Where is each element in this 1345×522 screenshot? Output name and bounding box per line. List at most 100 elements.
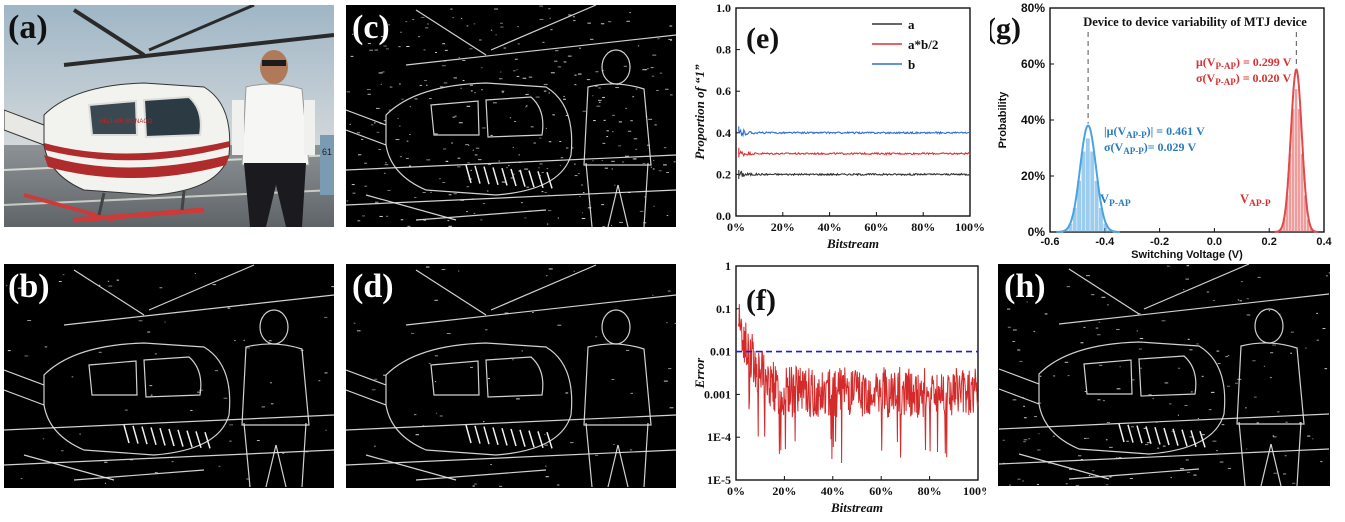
edge-contour bbox=[346, 369, 387, 386]
edge-speckle bbox=[1217, 363, 1221, 365]
edge-speckle bbox=[1119, 366, 1121, 368]
edge-speckle bbox=[1019, 360, 1023, 362]
edge-speckle bbox=[6, 285, 8, 287]
edge-speckle bbox=[452, 116, 456, 118]
edge-grille bbox=[1199, 430, 1206, 448]
edge-contour bbox=[385, 342, 573, 456]
edge-contour bbox=[617, 444, 629, 488]
edge-speckle bbox=[516, 398, 520, 400]
edge-speckle bbox=[1110, 475, 1113, 477]
edge-speckle bbox=[398, 46, 401, 48]
edge-speckle bbox=[382, 71, 385, 73]
edge-speckle bbox=[324, 372, 328, 374]
edge-speckle bbox=[1023, 439, 1028, 441]
edge-speckle bbox=[1184, 404, 1188, 406]
chart-e-ytick-label: 0.2 bbox=[716, 167, 731, 181]
edge-speckle bbox=[447, 220, 450, 222]
chart-g-hist-bar bbox=[1291, 109, 1295, 232]
edge-speckle bbox=[1240, 281, 1243, 283]
edge-speckle bbox=[1316, 339, 1319, 341]
edge-speckle bbox=[1269, 377, 1272, 379]
edge-speckle bbox=[473, 23, 476, 25]
chart-g-hist-bar bbox=[1285, 195, 1289, 232]
chart-e-xtick-label: 0% bbox=[727, 220, 745, 234]
chart-g-hist-bar bbox=[1085, 138, 1090, 232]
edge-grille bbox=[528, 430, 535, 448]
edge-speckle bbox=[386, 215, 389, 217]
edge-speckle bbox=[1023, 441, 1026, 443]
edge-speckle bbox=[1221, 424, 1225, 426]
edge-speckle bbox=[1088, 475, 1091, 477]
edge-speckle bbox=[539, 18, 544, 20]
edge-speckle bbox=[399, 125, 401, 127]
chart-e-series-2 bbox=[738, 126, 971, 138]
edge-map-b bbox=[4, 264, 334, 488]
edge-speckle bbox=[378, 149, 381, 151]
edge-speckle bbox=[567, 55, 572, 57]
edge-speckle bbox=[164, 321, 166, 323]
edge-speckle bbox=[1312, 438, 1314, 440]
edge-speckle bbox=[374, 122, 376, 124]
edge-speckle bbox=[646, 144, 650, 146]
chart-f-xtick-label: 20% bbox=[772, 484, 796, 498]
edge-speckle bbox=[104, 461, 108, 463]
chart-g-plot-area: 0% 20% 40% 60% 80% -0.6 -0.4 -0.2 0.0 0.2 0.4 Switc… bbox=[997, 1, 1333, 261]
edge-speckle bbox=[545, 465, 547, 467]
chart-g-xtick-label: 0.0 bbox=[1207, 236, 1222, 248]
edge-speckle bbox=[1097, 334, 1101, 336]
edge-speckle bbox=[612, 114, 615, 116]
edge-speckle bbox=[1116, 388, 1121, 390]
heli-registration: 61 bbox=[322, 147, 332, 157]
chart-f-xlabel: Bitstream bbox=[830, 500, 883, 515]
panel-label-e: (e) bbox=[746, 22, 779, 55]
edge-speckle bbox=[1219, 461, 1224, 463]
edge-contour bbox=[607, 184, 619, 227]
edge-speckle bbox=[1103, 400, 1105, 402]
edge-contour bbox=[1238, 421, 1246, 486]
edge-speckle bbox=[668, 38, 673, 40]
edge-speckle bbox=[378, 72, 383, 74]
edge-speckle bbox=[513, 173, 515, 175]
edge-speckle bbox=[116, 279, 119, 281]
edge-speckle bbox=[548, 194, 550, 196]
edge-speckle bbox=[1227, 468, 1232, 470]
edge-speckle bbox=[1186, 265, 1190, 267]
edge-speckle bbox=[594, 85, 598, 87]
edge-speckle bbox=[24, 355, 29, 357]
edge-speckle bbox=[544, 444, 548, 446]
edge-grille bbox=[1145, 426, 1152, 445]
edge-speckle bbox=[670, 39, 673, 41]
edge-speckle bbox=[159, 287, 163, 289]
edge-speckle bbox=[356, 330, 361, 332]
edge-speckle bbox=[477, 159, 482, 161]
edge-speckle bbox=[550, 72, 555, 74]
edge-speckle bbox=[458, 57, 460, 59]
edge-speckle bbox=[1080, 342, 1084, 344]
edge-speckle bbox=[582, 110, 587, 112]
edge-speckle bbox=[354, 29, 357, 31]
edge-speckle bbox=[574, 74, 577, 76]
edge-speckle bbox=[1006, 308, 1011, 310]
edge-speckle bbox=[415, 434, 419, 436]
edge-speckle bbox=[1144, 444, 1149, 446]
edge-speckle bbox=[548, 210, 552, 212]
edge-speckle bbox=[574, 175, 578, 177]
edge-speckle bbox=[560, 157, 564, 159]
edge-speckle bbox=[624, 155, 629, 157]
edge-speckle bbox=[1263, 365, 1266, 367]
edge-speckle bbox=[318, 380, 321, 382]
edge-speckle bbox=[663, 380, 668, 382]
edge-speckle bbox=[324, 316, 328, 318]
edge-speckle bbox=[528, 76, 533, 78]
edge-speckle bbox=[1227, 355, 1230, 357]
edge-speckle bbox=[465, 144, 469, 146]
panel-a-photo: HELI AIR MONACO 61 (a) bbox=[4, 5, 334, 227]
chart-e-legend-label: a bbox=[908, 17, 915, 32]
edge-speckle bbox=[138, 320, 143, 322]
edge-speckle bbox=[556, 484, 560, 486]
edge-speckle bbox=[1012, 329, 1017, 331]
edge-speckle bbox=[240, 304, 243, 306]
chart-g-hist-bar bbox=[1282, 219, 1286, 232]
edge-speckle bbox=[1052, 435, 1055, 437]
edge-speckle bbox=[1092, 470, 1095, 472]
